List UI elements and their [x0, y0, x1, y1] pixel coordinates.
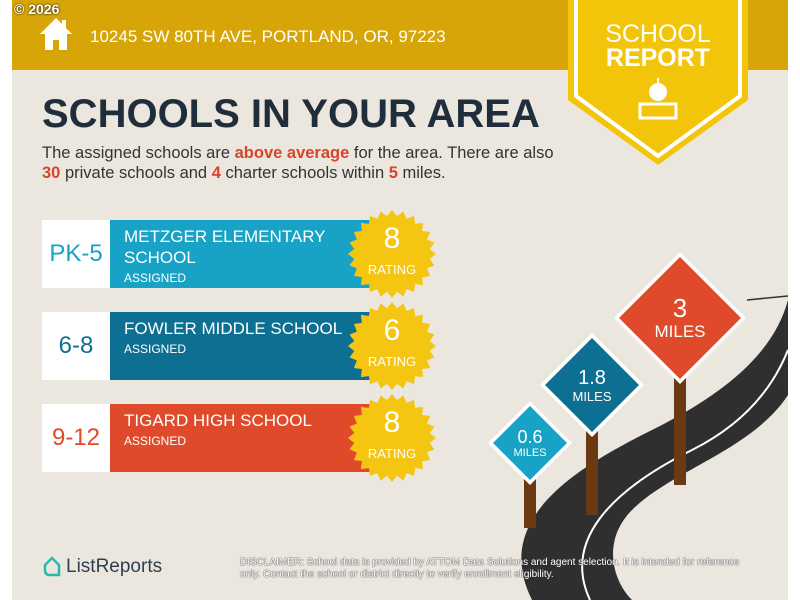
grade-range: 6-8 — [42, 312, 110, 380]
apple-book-icon — [638, 78, 678, 120]
rating-starburst-icon — [348, 394, 436, 482]
rating-label: RATING — [367, 262, 417, 277]
school-bar: FOWLER MIDDLE SCHOOL ASSIGNED — [110, 312, 380, 380]
property-address: 10245 SW 80TH AVE, PORTLAND, OR, 97223 — [90, 27, 446, 46]
listreports-logo-icon — [43, 556, 61, 577]
school-name: METZGER ELEMENTARY SCHOOL — [124, 227, 326, 267]
school-status: ASSIGNED — [124, 434, 187, 448]
distance-sign-face — [619, 257, 741, 379]
school-row: 9-12 TIGARD HIGH SCHOOL ASSIGNED 8 RATING — [42, 394, 442, 482]
rating-label: RATING — [367, 446, 417, 461]
disclaimer: DISCLAIMER: School data is provided by A… — [240, 557, 740, 580]
rating-value: 6 — [383, 314, 401, 347]
rating-value: 8 — [383, 406, 401, 439]
grade-range: 9-12 — [42, 404, 110, 472]
grade-range: PK-5 — [42, 220, 110, 288]
rating-starburst-icon — [348, 302, 436, 390]
school-status: ASSIGNED — [124, 271, 187, 285]
school-row: 6-8 FOWLER MIDDLE SCHOOL ASSIGNED 6 RATIN… — [42, 302, 442, 390]
rating-value: 8 — [383, 222, 401, 255]
sign-label: 3 MILES — [654, 293, 706, 341]
distance-sign-face — [493, 406, 567, 480]
school-bar: TIGARD HIGH SCHOOL ASSIGNED — [110, 404, 380, 472]
badge-title: SCHOOL REPORT — [605, 20, 711, 72]
school-name: TIGARD HIGH SCHOOL — [124, 411, 312, 430]
school-report-badge — [568, 0, 748, 165]
listreports-logo: ListReports — [42, 556, 162, 578]
distance-sign-face — [545, 338, 639, 432]
intro-text: The assigned schools are above average f… — [42, 144, 554, 182]
copyright: © 2026 — [14, 1, 60, 17]
house-icon — [40, 18, 72, 50]
school-row: PK-5 METZGER ELEMENTARY SCHOOL ASSIGNED 8… — [42, 210, 442, 298]
school-status: ASSIGNED — [124, 342, 187, 356]
sign-label: 1.8 MILES — [572, 367, 612, 404]
school-bar: METZGER ELEMENTARY SCHOOL ASSIGNED — [110, 220, 380, 288]
school-report: © 2026 10245 SW 80TH AVE, PORTLAND, OR, … — [12, 0, 788, 600]
sign-label: 0.6 MILES — [513, 427, 547, 459]
school-name: FOWLER MIDDLE SCHOOL — [124, 319, 343, 338]
road-illustration — [488, 252, 788, 600]
rating-starburst-icon — [348, 210, 436, 298]
rating-label: RATING — [367, 354, 417, 369]
page-title: SCHOOLS IN YOUR AREA — [42, 92, 540, 136]
